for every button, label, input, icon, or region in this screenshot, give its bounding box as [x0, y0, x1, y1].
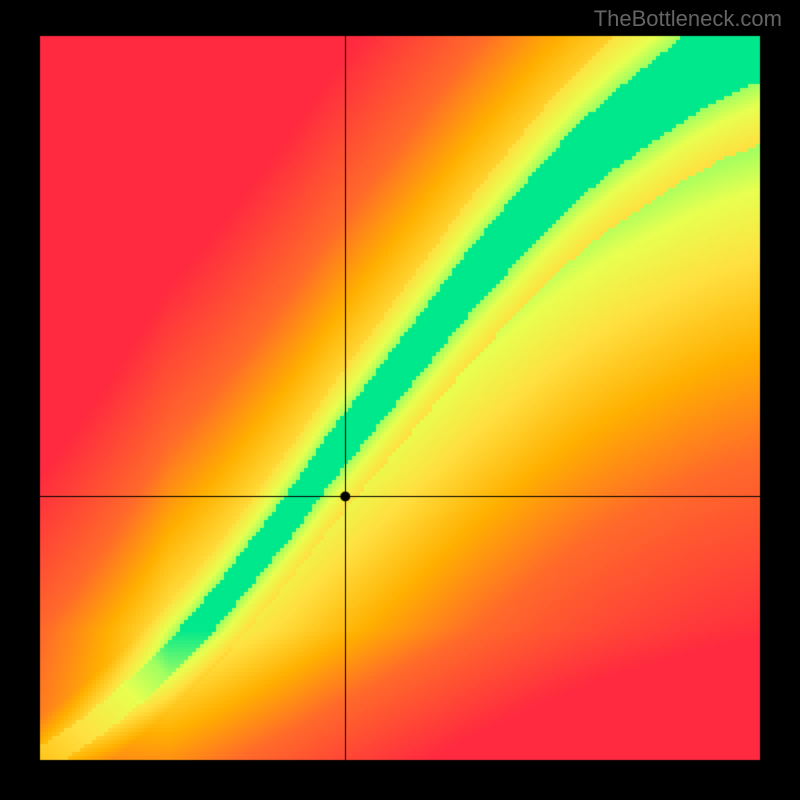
watermark-text: TheBottleneck.com — [594, 6, 782, 32]
bottleneck-heatmap — [0, 0, 800, 800]
